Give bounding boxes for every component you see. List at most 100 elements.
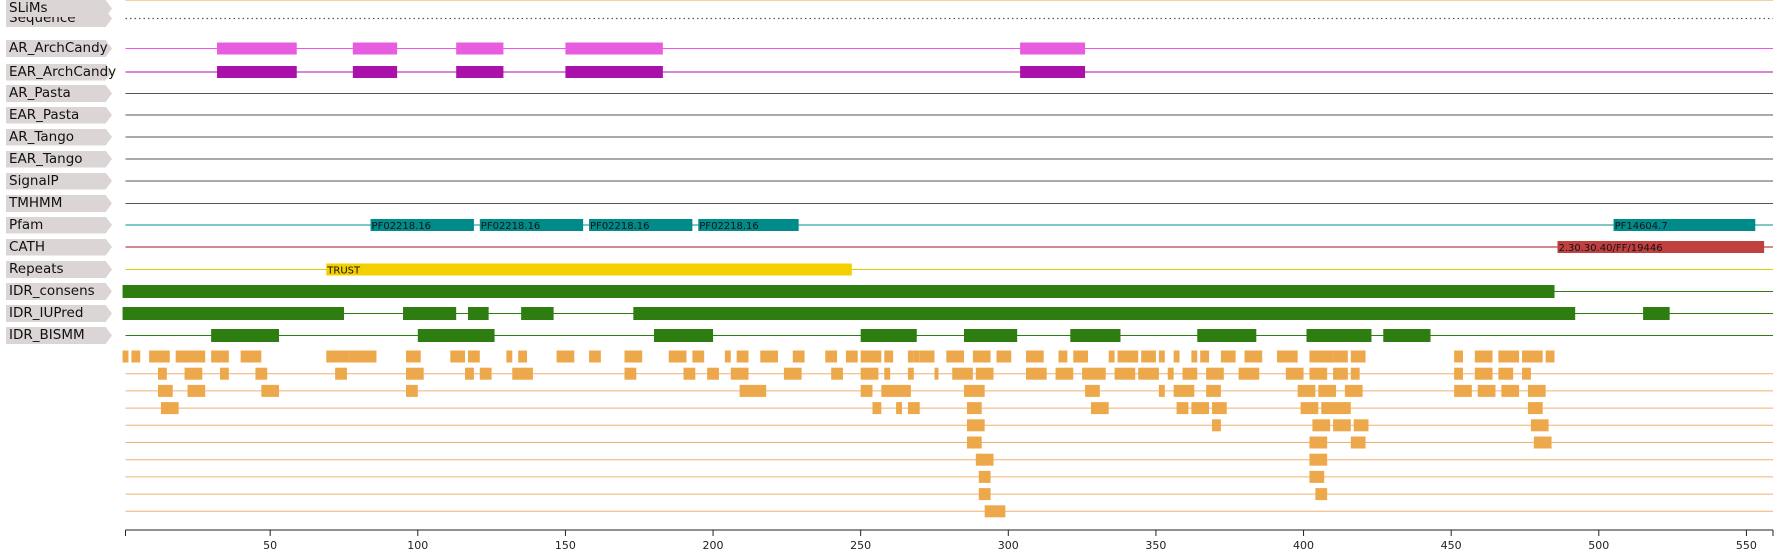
slim-feature[interactable] [160, 402, 179, 415]
feature-bar[interactable] [479, 219, 584, 231]
slim-feature[interactable] [261, 384, 280, 397]
slim-feature[interactable] [624, 367, 637, 380]
slim-feature[interactable] [860, 367, 879, 380]
slim-feature[interactable] [1312, 419, 1331, 432]
slim-feature[interactable] [919, 350, 932, 363]
slim-feature[interactable] [736, 350, 749, 363]
slim-feature[interactable] [1498, 367, 1514, 380]
slim-feature[interactable] [1058, 350, 1068, 363]
feature-ar_archcandy[interactable] [217, 42, 297, 55]
slim-feature[interactable] [975, 453, 994, 466]
slim-feature[interactable] [556, 350, 575, 363]
slim-feature[interactable] [240, 350, 262, 363]
slim-feature[interactable] [1318, 384, 1337, 397]
slim-feature[interactable] [184, 367, 203, 380]
feature-bar[interactable] [589, 219, 693, 231]
feature-ear_archcandy[interactable] [565, 66, 663, 78]
feature-bar[interactable] [565, 66, 663, 78]
slim-feature[interactable] [1309, 367, 1328, 380]
slim-feature[interactable] [1297, 384, 1316, 397]
feature-cath[interactable]: 2.30.30.40/FF/19446 [1557, 241, 1765, 254]
feature-bar[interactable] [860, 329, 917, 342]
slim-feature[interactable] [1138, 367, 1159, 380]
slim-feature[interactable] [219, 367, 229, 380]
slim-feature[interactable] [1498, 350, 1520, 363]
slim-feature[interactable] [122, 350, 129, 363]
feature-bar[interactable] [1643, 307, 1670, 320]
slim-feature[interactable] [825, 350, 838, 363]
feature-bar[interactable] [370, 219, 474, 231]
feature-ar_archcandy[interactable] [456, 42, 504, 55]
feature-idr_bismm[interactable] [1197, 329, 1257, 342]
slim-feature[interactable] [1055, 367, 1074, 380]
feature-pfam[interactable]: PF02218.16 [479, 219, 584, 232]
slim-feature[interactable] [1309, 350, 1334, 363]
slim-feature[interactable] [724, 350, 731, 363]
slim-feature[interactable] [1474, 350, 1493, 363]
slim-feature[interactable] [1182, 367, 1198, 380]
feature-ar_archcandy[interactable] [352, 42, 398, 55]
feature-bar[interactable] [456, 42, 504, 55]
slim-feature[interactable] [1454, 384, 1472, 397]
feature-bar[interactable] [217, 66, 297, 78]
slim-feature[interactable] [783, 367, 802, 380]
slim-feature[interactable] [465, 367, 474, 380]
feature-idr_bismm[interactable] [653, 329, 714, 342]
slim-feature[interactable] [984, 505, 1006, 518]
slim-feature[interactable] [739, 384, 767, 397]
slim-feature[interactable] [692, 350, 705, 363]
slim-feature[interactable] [1533, 436, 1552, 449]
slim-feature[interactable] [157, 384, 173, 397]
slim-feature[interactable] [1309, 453, 1328, 466]
slim-feature[interactable] [668, 350, 687, 363]
slim-feature[interactable] [884, 350, 894, 363]
feature-idr_iupred[interactable] [467, 307, 489, 320]
feature-idr_iupred[interactable] [403, 307, 457, 320]
feature-bar[interactable] [698, 219, 799, 231]
slim-feature[interactable] [1158, 384, 1165, 397]
feature-idr_bismm[interactable] [1070, 329, 1121, 342]
slim-feature[interactable] [907, 350, 914, 363]
feature-bar[interactable] [1613, 219, 1756, 231]
slim-feature[interactable] [1300, 402, 1319, 415]
feature-idr_bismm[interactable] [417, 329, 495, 342]
slim-feature[interactable] [512, 367, 533, 380]
slim-feature[interactable] [467, 350, 480, 363]
feature-ear_archcandy[interactable] [352, 66, 398, 78]
slim-feature[interactable] [907, 402, 920, 415]
slim-feature[interactable] [966, 419, 985, 432]
slim-feature[interactable] [1158, 350, 1165, 363]
slim-feature[interactable] [450, 350, 466, 363]
slim-feature[interactable] [1285, 367, 1304, 380]
slim-feature[interactable] [913, 350, 920, 363]
slim-feature[interactable] [730, 367, 749, 380]
slim-feature[interactable] [1333, 419, 1351, 432]
slim-feature[interactable] [966, 402, 982, 415]
slim-feature[interactable] [1350, 436, 1366, 449]
slim-feature[interactable] [1141, 350, 1156, 363]
slim-feature[interactable] [860, 350, 882, 363]
slim-feature[interactable] [860, 384, 873, 397]
slim-feature[interactable] [1206, 367, 1224, 380]
slim-feature[interactable] [1501, 384, 1520, 397]
feature-bar[interactable] [565, 42, 663, 55]
feature-idr_bismm[interactable] [964, 329, 1018, 342]
slim-feature[interactable] [896, 402, 903, 415]
slim-feature[interactable] [1333, 367, 1348, 380]
feature-bar[interactable] [456, 66, 504, 78]
feature-bar[interactable] [211, 329, 280, 342]
feature-bar[interactable] [633, 307, 1576, 320]
slim-feature[interactable] [326, 350, 350, 363]
feature-bar[interactable] [964, 329, 1018, 342]
slim-feature[interactable] [1522, 350, 1543, 363]
slim-feature[interactable] [792, 350, 805, 363]
slim-feature[interactable] [1073, 350, 1089, 363]
slim-feature[interactable] [479, 367, 492, 380]
slim-feature[interactable] [1477, 384, 1496, 397]
feature-pfam[interactable]: PF02218.16 [589, 219, 693, 232]
slim-feature[interactable] [1173, 384, 1195, 397]
slim-feature[interactable] [157, 367, 167, 380]
feature-pfam[interactable]: PF02218.16 [370, 219, 474, 232]
slim-feature[interactable] [1315, 488, 1328, 501]
slim-feature[interactable] [1350, 367, 1360, 380]
